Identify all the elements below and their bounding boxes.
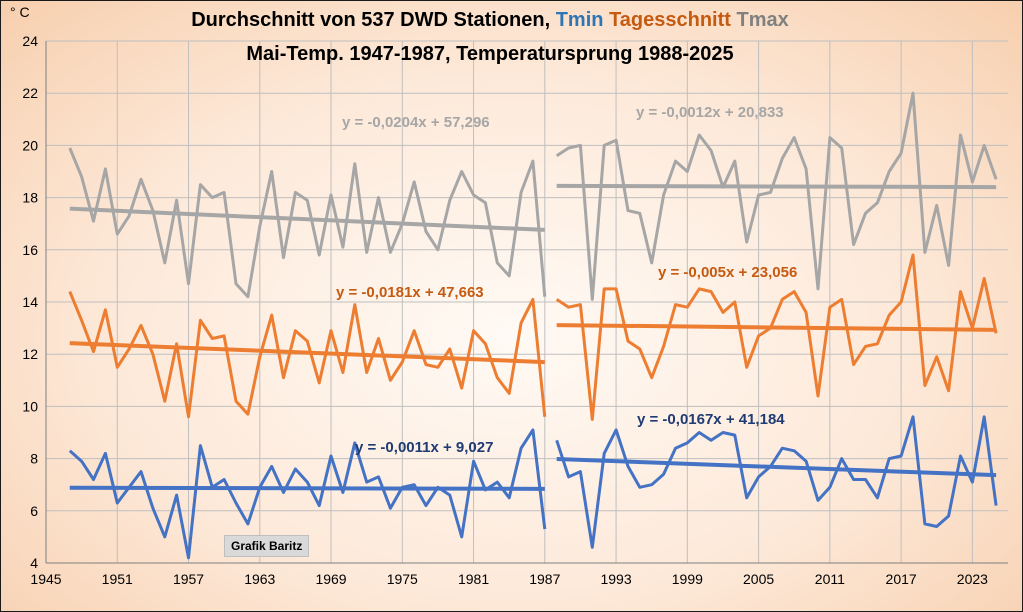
credit-label: Grafik Baritz — [224, 535, 310, 557]
y-tick-label: 8 — [30, 451, 38, 467]
series-line-tmin — [68, 428, 547, 560]
trend-equation-tagesschnitt: y = -0,0181x + 47,663 — [336, 284, 484, 301]
x-tick-label: 1945 — [30, 571, 61, 587]
trend-line-tmin — [556, 457, 997, 478]
x-tick-label: 2011 — [815, 571, 845, 587]
x-tick-label: 1999 — [672, 571, 703, 587]
y-tick-label: 18 — [22, 190, 38, 206]
x-tick-label: 1993 — [600, 571, 631, 587]
chart-title-part-1: Tmin — [556, 9, 609, 31]
chart-title-part-2: Tagesschnitt — [609, 9, 736, 31]
trend-equation-tmin: y = -0,0011x + 9,027 — [355, 439, 493, 456]
chart-title-part-3: Tmax — [737, 9, 789, 31]
x-tick-label: 1963 — [244, 571, 275, 587]
y-tick-label: 14 — [22, 294, 38, 310]
y-axis-label: ° C — [10, 4, 30, 20]
y-tick-label: 24 — [22, 33, 38, 49]
chart-subtitle: Mai-Temp. 1947-1987, Temperatursprung 19… — [246, 43, 733, 65]
series-line-tagesschnitt — [555, 253, 998, 421]
x-tick-label: 1957 — [173, 571, 204, 587]
x-tick-label: 1987 — [529, 571, 560, 587]
x-tick-label: 1951 — [102, 571, 133, 587]
x-tick-label: 1969 — [315, 571, 346, 587]
y-tick-label: 22 — [22, 85, 38, 101]
trend-equation-tagesschnitt: y = -0,005x + 23,056 — [658, 264, 797, 281]
trend-equation-tmin: y = -0,0167x + 41,184 — [637, 411, 785, 428]
trend-line-tagesschnitt — [69, 341, 545, 365]
y-tick-label: 6 — [30, 503, 38, 519]
trend-line-tmin — [69, 485, 545, 491]
y-tick-label: 10 — [22, 398, 38, 414]
y-tick-label: 4 — [30, 555, 38, 571]
series-line-tmax — [68, 147, 547, 299]
trend-line-tagesschnitt — [556, 323, 997, 332]
y-tick-label: 12 — [22, 346, 38, 362]
x-tick-label: 1975 — [387, 571, 418, 587]
x-tick-label: 2005 — [743, 571, 774, 587]
trend-line-tmax — [556, 183, 997, 190]
trend-equation-tmax: y = -0,0204x + 57,296 — [342, 114, 490, 131]
chart-title: Durchschnitt von 537 DWD Stationen, Tmin… — [191, 9, 789, 31]
x-tick-label: 2023 — [957, 571, 988, 587]
chart-title-part-0: Durchschnitt von 537 DWD Stationen, — [191, 9, 555, 31]
y-tick-label: 20 — [22, 137, 38, 153]
series-line-tmax — [555, 91, 998, 301]
x-tick-label: 1981 — [458, 571, 489, 587]
trend-equation-tmax: y = -0,0012x + 20,833 — [636, 104, 784, 121]
x-tick-label: 2017 — [886, 571, 917, 587]
series-line-tmin — [555, 415, 998, 549]
y-tick-label: 16 — [22, 242, 38, 258]
trend-line-tmax — [69, 206, 545, 232]
